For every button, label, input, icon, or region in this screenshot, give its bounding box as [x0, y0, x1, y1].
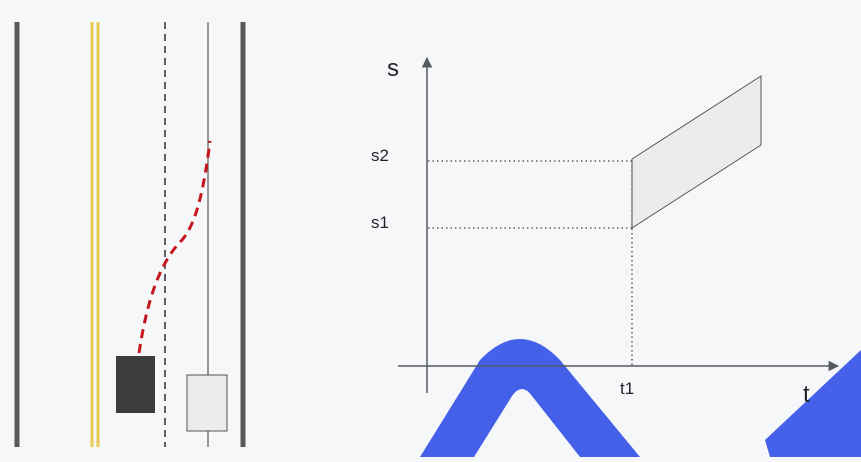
tick-label-t1: t1	[620, 379, 634, 398]
watermark	[420, 339, 861, 457]
road-scene	[14, 22, 246, 447]
x-axis-label: t	[803, 381, 810, 408]
planned-path	[137, 140, 212, 354]
tick-label-s1: s1	[371, 213, 389, 232]
obstacle-st-region	[631, 75, 762, 229]
watermark-wave-inner	[474, 389, 580, 457]
watermark-corner	[765, 350, 861, 457]
st-graph: s t s2 s1 t1	[371, 55, 840, 408]
y-axis-label: s	[387, 55, 399, 82]
ego-vehicle	[116, 356, 155, 413]
tick-label-s2: s2	[371, 146, 389, 165]
other-vehicle	[186, 374, 228, 432]
